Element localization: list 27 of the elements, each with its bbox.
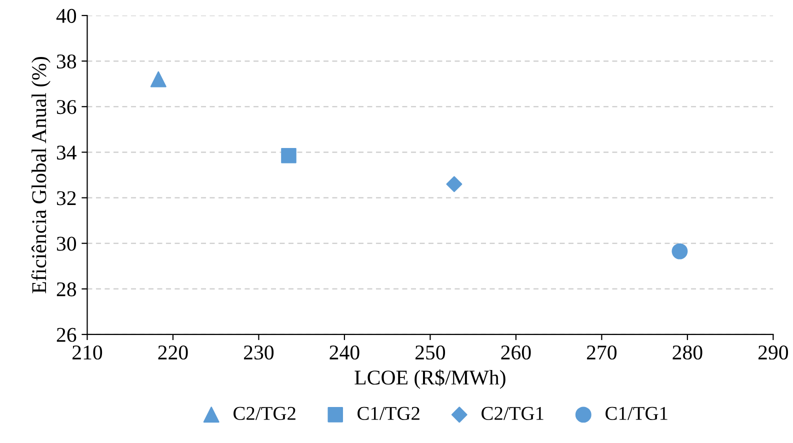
legend-label: C1/TG2	[358, 406, 420, 420]
x-tick-label: 290	[758, 345, 788, 360]
legend-label: C2/TG2	[234, 406, 296, 420]
legend-label: C2/TG1	[482, 406, 544, 420]
y-tick-label: 28	[56, 282, 76, 296]
y-axis-title: Eficiência Global Anual (%)	[31, 57, 50, 294]
y-tick-label: 30	[56, 236, 76, 251]
legend-label: C1/TG1	[606, 406, 668, 420]
point	[150, 71, 166, 88]
x-tick-label: 250	[415, 345, 446, 360]
x-tick-label: 260	[501, 345, 531, 360]
y-tick-label: 34	[56, 146, 76, 160]
point	[281, 148, 296, 164]
x-tick-label: 230	[244, 345, 274, 360]
point	[672, 243, 688, 260]
y-tick-label: 26	[56, 328, 76, 342]
x-tick-label: 240	[330, 345, 360, 360]
point	[446, 176, 462, 192]
y-tick-label: 36	[56, 100, 76, 114]
y-tick-label: 32	[56, 191, 76, 206]
x-tick-label: 210	[72, 345, 102, 360]
y-tick-label: 40	[56, 8, 76, 23]
x-tick-label: 220	[158, 345, 188, 360]
x-axis-title: LCOE (R$/MWh)	[354, 369, 506, 389]
x-tick-label: 270	[586, 345, 617, 360]
y-tick-label: 38	[56, 54, 76, 69]
x-tick-label: 280	[672, 345, 702, 360]
